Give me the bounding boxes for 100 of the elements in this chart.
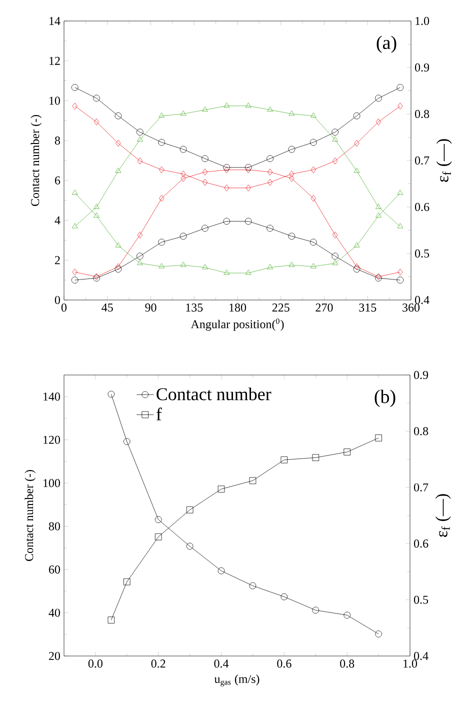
point bbox=[245, 102, 252, 108]
point bbox=[94, 204, 100, 209]
point bbox=[289, 175, 294, 182]
point bbox=[332, 158, 338, 164]
point bbox=[266, 155, 274, 162]
point bbox=[116, 263, 121, 270]
point bbox=[158, 138, 165, 146]
x-tick-label: 0.0 bbox=[88, 660, 102, 668]
point bbox=[397, 223, 404, 228]
point bbox=[280, 593, 288, 600]
point bbox=[202, 155, 208, 162]
y2-axis-title: ε$_{f}$ (—) bbox=[436, 139, 452, 182]
point bbox=[310, 263, 316, 268]
point bbox=[246, 184, 251, 192]
y-tick-label: 60 bbox=[48, 565, 60, 574]
point bbox=[396, 84, 404, 91]
point bbox=[332, 136, 338, 142]
point bbox=[180, 175, 186, 182]
y-tick-label: 2 bbox=[55, 256, 60, 264]
point bbox=[136, 252, 144, 260]
y2-tick-label: 0.6 bbox=[414, 202, 430, 212]
point bbox=[353, 112, 360, 120]
point bbox=[288, 146, 296, 153]
y-tick-label: 80 bbox=[48, 522, 60, 530]
y-tick-label: 140 bbox=[44, 392, 60, 401]
x-tick-label: 0.2 bbox=[151, 660, 166, 668]
y-tick-label: 120 bbox=[44, 436, 60, 444]
y2-tick-label: 0.6 bbox=[414, 540, 428, 548]
x-tick-label: 0.4 bbox=[214, 660, 229, 668]
point bbox=[267, 168, 273, 176]
x-tick-label: 1.0 bbox=[404, 660, 418, 668]
point bbox=[245, 270, 252, 275]
point bbox=[202, 168, 208, 176]
point bbox=[354, 242, 360, 248]
point bbox=[72, 190, 78, 195]
point bbox=[218, 567, 225, 574]
point bbox=[310, 112, 316, 118]
x-tick-label: 360 bbox=[402, 304, 420, 312]
point bbox=[71, 276, 78, 284]
y2-tick-label: 1.0 bbox=[416, 16, 430, 26]
point bbox=[396, 276, 404, 284]
x-tick-label: 45 bbox=[102, 304, 113, 312]
point bbox=[354, 168, 360, 173]
point bbox=[332, 128, 338, 136]
point bbox=[186, 542, 194, 550]
point bbox=[354, 263, 360, 270]
point bbox=[115, 242, 122, 248]
x-tick-label: 90 bbox=[145, 304, 156, 312]
point bbox=[137, 158, 143, 164]
point bbox=[137, 232, 143, 238]
y2-tick-label: 0.4 bbox=[414, 296, 430, 304]
y-tick-label: 14 bbox=[50, 17, 60, 25]
point bbox=[310, 238, 317, 246]
y2-tick-label: 0.7 bbox=[414, 156, 430, 165]
point bbox=[244, 164, 252, 171]
y-tick-label: 10 bbox=[50, 96, 60, 105]
point bbox=[375, 434, 382, 442]
point bbox=[398, 102, 403, 110]
point bbox=[94, 118, 100, 126]
annotation: (a) bbox=[376, 36, 396, 53]
x-tick-label: 270 bbox=[316, 304, 333, 312]
point bbox=[114, 112, 122, 120]
point bbox=[71, 84, 78, 91]
point bbox=[186, 506, 194, 514]
y-tick-label: 0 bbox=[54, 296, 60, 304]
point bbox=[397, 190, 404, 195]
y2-tick-label: 0.9 bbox=[414, 370, 428, 380]
point bbox=[108, 616, 115, 624]
y-tick-label: 4 bbox=[54, 216, 60, 224]
point bbox=[224, 102, 230, 108]
y2-tick-label: 0.5 bbox=[414, 249, 430, 258]
y2-tick-label: 0.8 bbox=[414, 110, 430, 118]
point bbox=[108, 390, 115, 398]
x-tick-label: 180 bbox=[230, 304, 246, 312]
point bbox=[72, 223, 78, 228]
point bbox=[353, 266, 360, 273]
point bbox=[158, 166, 164, 174]
y-tick-label: 6 bbox=[54, 176, 60, 184]
y-tick-label: 40 bbox=[48, 608, 60, 617]
point bbox=[202, 224, 208, 232]
y2-axis-title: ε$_{f}$ (—) bbox=[435, 494, 451, 537]
y-tick-label: 8 bbox=[54, 136, 60, 145]
point bbox=[246, 166, 251, 174]
point bbox=[223, 218, 230, 225]
y2-tick-label: 0.9 bbox=[414, 63, 430, 72]
y-axis-title: Contact number (-) bbox=[24, 470, 36, 561]
point bbox=[136, 128, 144, 136]
y2-tick-label: 0.7 bbox=[414, 483, 428, 492]
point bbox=[398, 268, 403, 276]
point bbox=[158, 238, 165, 246]
point bbox=[376, 118, 382, 126]
x-axis-title: u$_{gas}$ (m/s) bbox=[214, 674, 260, 686]
point bbox=[289, 170, 294, 178]
point bbox=[288, 110, 295, 116]
y-tick-label: 100 bbox=[44, 479, 60, 488]
x-tick-label: 135 bbox=[186, 304, 203, 312]
point bbox=[93, 94, 100, 102]
point bbox=[224, 184, 230, 192]
point bbox=[124, 438, 130, 445]
point bbox=[158, 194, 164, 202]
